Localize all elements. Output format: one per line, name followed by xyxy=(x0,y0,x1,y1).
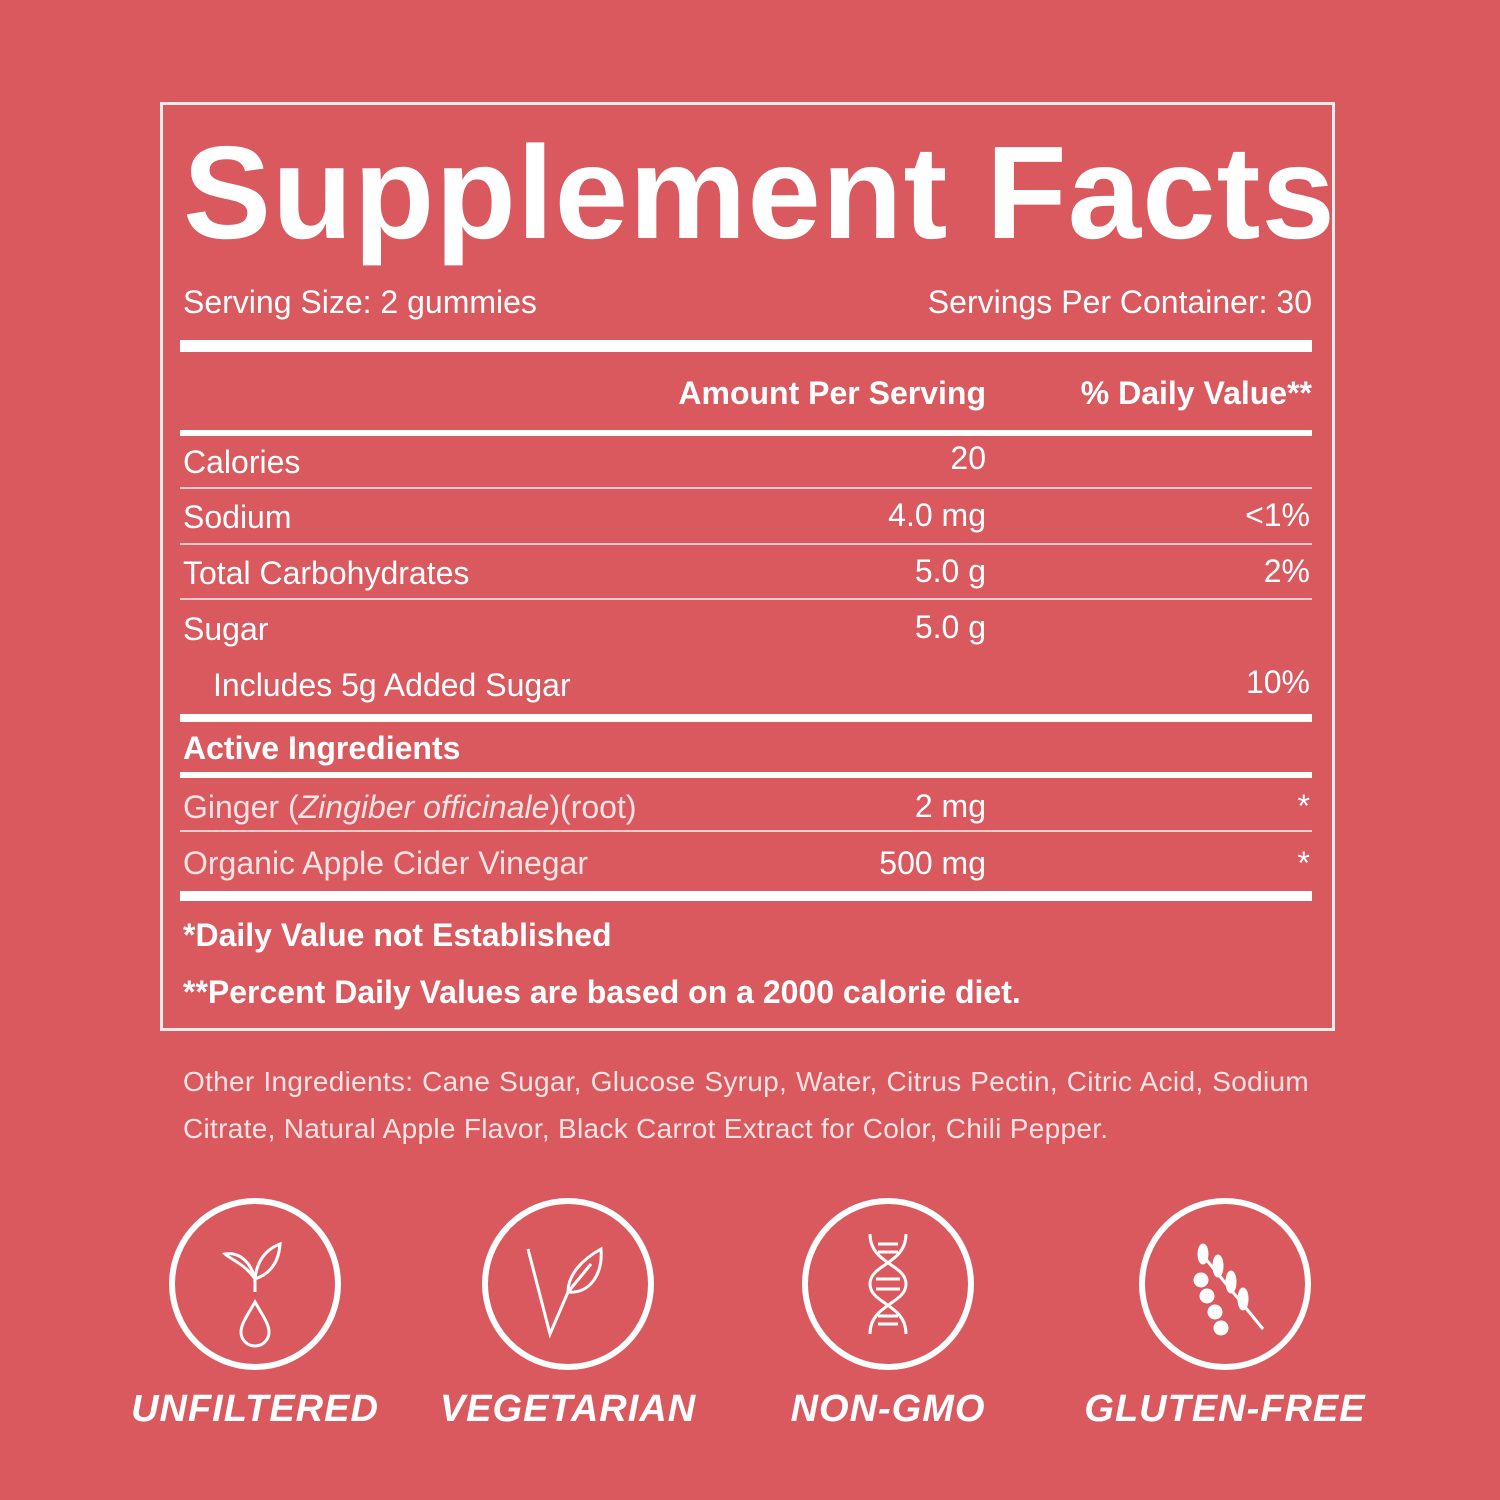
badge-gluten-free xyxy=(1139,1198,1311,1370)
badge-label: NON-GMO xyxy=(790,1388,986,1430)
ingredient-dv: * xyxy=(1297,845,1310,881)
amount-header: Amount Per Serving xyxy=(678,375,986,411)
v-leaf-icon xyxy=(526,1246,603,1339)
badge-label: UNFILTERED xyxy=(131,1388,379,1430)
supplement-facts-panel xyxy=(160,102,1335,1031)
badge-unfiltered xyxy=(169,1198,341,1370)
nutrient-amount: 20 xyxy=(950,440,986,476)
divider xyxy=(180,543,1312,545)
nutrient-name: Calories xyxy=(183,444,301,480)
nutrient-name: Includes 5g Added Sugar xyxy=(213,667,571,703)
badge-label: GLUTEN-FREE xyxy=(1084,1388,1366,1430)
divider xyxy=(180,772,1312,778)
wheat-icon xyxy=(1193,1243,1265,1336)
ingredient-amount: 500 mg xyxy=(879,845,986,881)
divider xyxy=(180,830,1312,832)
panel-title: Supplement Facts xyxy=(183,119,1336,266)
nutrient-name: Sodium xyxy=(183,499,292,535)
divider xyxy=(180,891,1312,901)
nutrient-name: Sugar xyxy=(183,611,269,647)
footnote: *Daily Value not Established xyxy=(183,917,612,953)
nutrient-amount: 5.0 g xyxy=(914,609,986,645)
active-ingredients-heading: Active Ingredients xyxy=(183,730,461,766)
ingredient-name: Organic Apple Cider Vinegar xyxy=(183,845,588,881)
nutrient-amount: 4.0 mg xyxy=(888,497,986,533)
badge-vegetarian xyxy=(482,1198,654,1370)
divider xyxy=(180,340,1312,352)
servings-per-container: Servings Per Container: 30 xyxy=(927,284,1312,320)
badge-non-gmo xyxy=(802,1198,974,1370)
ingredient-amount: 2 mg xyxy=(914,788,986,824)
footnote: **Percent Daily Values are based on a 20… xyxy=(183,974,1021,1010)
divider xyxy=(180,430,1312,436)
badge-label: VEGETARIAN xyxy=(439,1388,697,1430)
serving-size: Serving Size: 2 gummies xyxy=(183,284,537,320)
divider xyxy=(180,598,1312,600)
divider xyxy=(180,714,1312,722)
nutrient-amount: 5.0 g xyxy=(914,553,986,589)
nutrient-name: Total Carbohydrates xyxy=(183,555,470,591)
ingredient-dv: * xyxy=(1297,788,1310,824)
divider xyxy=(180,487,1312,489)
nutrient-dv: 2% xyxy=(1263,553,1310,589)
daily-value-header: % Daily Value** xyxy=(1080,375,1312,411)
ingredient-name: Ginger (Zingiber officinale)(root) xyxy=(183,789,637,825)
nutrient-dv: 10% xyxy=(1245,664,1310,700)
nutrient-dv: <1% xyxy=(1245,497,1310,533)
other-ingredients: Other Ingredients: Cane Sugar, Glucose S… xyxy=(183,1066,1309,1144)
dna-icon xyxy=(868,1233,908,1335)
leaf-drop-icon xyxy=(221,1241,282,1348)
